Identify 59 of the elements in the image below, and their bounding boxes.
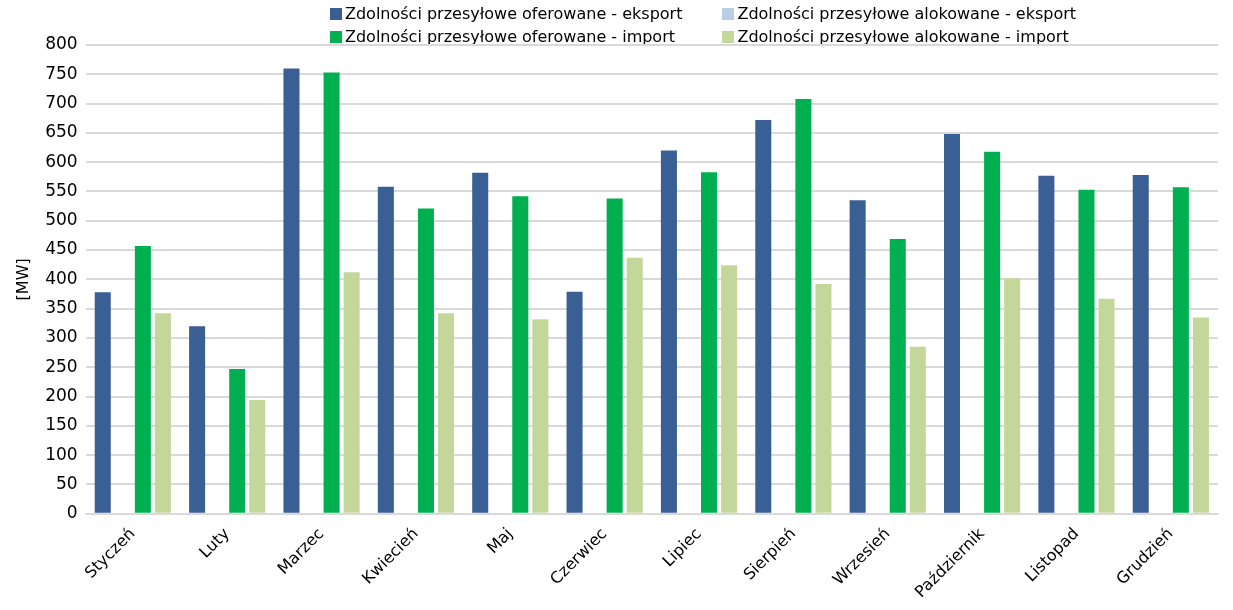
y-tick-label: 700	[45, 92, 78, 113]
bar	[626, 257, 643, 513]
y-tick-label: 250	[45, 355, 78, 376]
bar	[943, 134, 961, 513]
y-tick-label: 100	[45, 443, 78, 464]
bar	[94, 292, 111, 513]
bar	[1192, 317, 1209, 513]
bar	[795, 98, 812, 513]
bar	[1132, 175, 1149, 513]
bar	[154, 313, 171, 513]
bar	[1078, 189, 1095, 513]
y-tick-label: 650	[45, 121, 78, 142]
bar	[323, 72, 340, 513]
y-tick-label: 50	[56, 472, 78, 493]
bar	[1172, 187, 1189, 513]
bar	[472, 172, 489, 513]
y-axis-title: [MW]	[12, 258, 32, 301]
legend-label: Zdolności przesyłowe oferowane - import	[345, 27, 676, 46]
bar	[437, 313, 455, 513]
bar	[984, 151, 1001, 513]
y-tick-label: 450	[45, 238, 78, 259]
bar	[1098, 298, 1115, 513]
y-tick-label: 200	[45, 384, 78, 405]
bar	[755, 119, 772, 513]
bar	[1038, 175, 1055, 513]
y-tick-label: 550	[45, 179, 78, 200]
y-tick-label: 150	[45, 414, 78, 435]
bar	[532, 319, 549, 513]
bar	[417, 208, 434, 513]
bar	[249, 400, 266, 513]
bar	[189, 326, 206, 513]
bar	[849, 200, 866, 513]
legend-label: Zdolności przesyłowe alokowane - import	[737, 27, 1069, 46]
bar	[1004, 278, 1021, 513]
bar	[606, 198, 623, 513]
y-tick-label: 0	[66, 502, 78, 523]
bar	[889, 238, 906, 513]
bar	[343, 272, 360, 513]
bar	[283, 68, 300, 513]
legend-label: Zdolności przesyłowe oferowane - eksport	[345, 4, 683, 23]
bar	[660, 150, 677, 513]
bar	[701, 172, 718, 513]
bar	[512, 196, 529, 513]
y-tick-label: 800	[45, 33, 78, 54]
bar	[909, 346, 926, 513]
bar	[377, 186, 394, 513]
bar	[815, 284, 832, 513]
y-tick-label: 500	[45, 209, 78, 230]
y-tick-label: 750	[45, 62, 78, 83]
legend-label: Zdolności przesyłowe alokowane - eksport	[737, 4, 1077, 23]
y-tick-label: 350	[45, 297, 78, 318]
x-tick-label: Maj	[482, 523, 517, 558]
y-tick-label: 400	[45, 267, 78, 288]
y-tick-label: 300	[45, 326, 78, 347]
y-tick-label: 600	[45, 150, 78, 171]
bar	[721, 265, 738, 513]
bar	[134, 245, 151, 513]
bar	[229, 368, 246, 513]
bar	[566, 291, 583, 513]
